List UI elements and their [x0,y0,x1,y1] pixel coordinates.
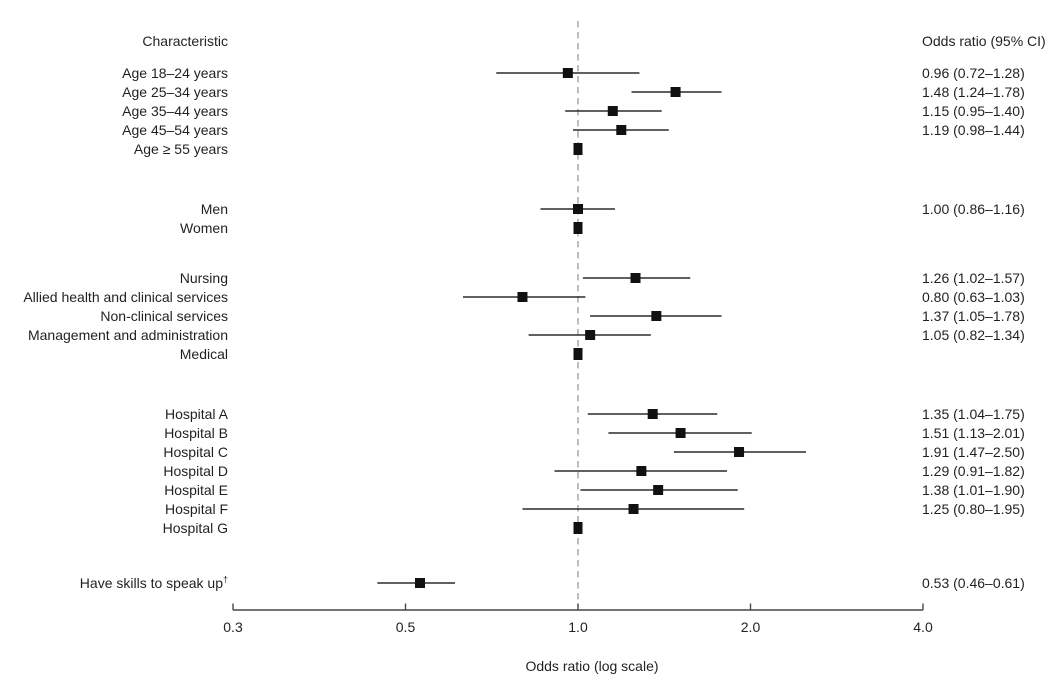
or-marker [517,292,528,302]
odds-ratio-value: 1.48 (1.24–1.78) [922,83,1025,100]
row-label: Hospital D [163,462,228,479]
row-label: Nursing [179,269,228,286]
row-label: Medical [179,345,228,362]
odds-ratio-value: 1.00 (0.86–1.16) [922,200,1025,217]
row-label: Management and administration [27,326,228,343]
reference-marker [573,522,583,534]
row-label: Hospital B [164,424,228,441]
row-label: Women [180,219,228,236]
row-label: Men [200,200,228,217]
or-marker [734,447,745,457]
or-marker [607,106,618,116]
odds-ratio-value: 1.15 (0.95–1.40) [922,102,1025,119]
odds-ratio-column-header: Odds ratio (95% CI) [922,32,1046,49]
or-marker [653,485,664,495]
reference-marker [573,222,583,234]
row-label: Age ≥ 55 years [133,140,228,157]
row-label: Age 25–34 years [122,83,228,100]
reference-marker [573,348,583,360]
odds-ratio-value: 1.91 (1.47–2.50) [922,443,1025,460]
reference-marker [573,143,583,155]
x-axis-title: Odds ratio (log scale) [525,658,659,674]
or-marker [675,428,686,438]
row-label: Age 35–44 years [122,102,228,119]
odds-ratio-value: 1.25 (0.80–1.95) [922,500,1025,517]
odds-ratio-value: 1.29 (0.91–1.82) [922,462,1025,479]
or-marker [562,68,573,78]
row-label: Allied health and clinical services [23,288,228,305]
or-marker [630,273,641,283]
or-marker [585,330,596,340]
odds-ratio-value: 1.19 (0.98–1.44) [922,121,1025,138]
odds-ratio-value: 0.53 (0.46–0.61) [922,574,1025,591]
row-label: Age 45–54 years [122,121,228,138]
or-marker [616,125,627,135]
row-label: Non-clinical services [100,307,228,324]
odds-ratio-value: 1.05 (0.82–1.34) [922,326,1025,343]
x-tick-label: 2.0 [740,619,761,635]
odds-ratio-value: 1.38 (1.01–1.90) [922,481,1025,498]
odds-ratio-value: 1.35 (1.04–1.75) [922,405,1025,422]
or-marker [636,466,647,476]
row-label: Hospital G [162,519,228,536]
x-tick-label: 1.0 [568,619,588,635]
or-marker [573,204,583,214]
odds-ratio-value: 1.37 (1.05–1.78) [922,307,1025,324]
or-marker [415,578,426,588]
or-marker [628,504,639,514]
row-label: Hospital E [164,481,228,498]
or-marker [651,311,662,321]
row-label: Hospital F [164,500,228,517]
odds-ratio-value: 1.51 (1.13–2.01) [922,424,1025,441]
or-marker [647,409,658,419]
row-label: Have skills to speak up† [79,573,228,591]
x-tick-label: 0.5 [395,619,416,635]
odds-ratio-value: 0.96 (0.72–1.28) [922,64,1025,81]
or-marker [670,87,681,97]
dagger-superscript: † [222,573,228,584]
odds-ratio-value: 1.26 (1.02–1.57) [922,269,1025,286]
odds-ratio-value: 0.80 (0.63–1.03) [922,288,1025,305]
x-tick-label: 0.3 [223,619,243,635]
characteristic-column-header: Characteristic [142,32,228,49]
row-label: Hospital A [164,405,228,422]
row-label: Hospital C [163,443,228,460]
x-tick-label: 4.0 [913,619,933,635]
row-label: Age 18–24 years [122,64,228,81]
